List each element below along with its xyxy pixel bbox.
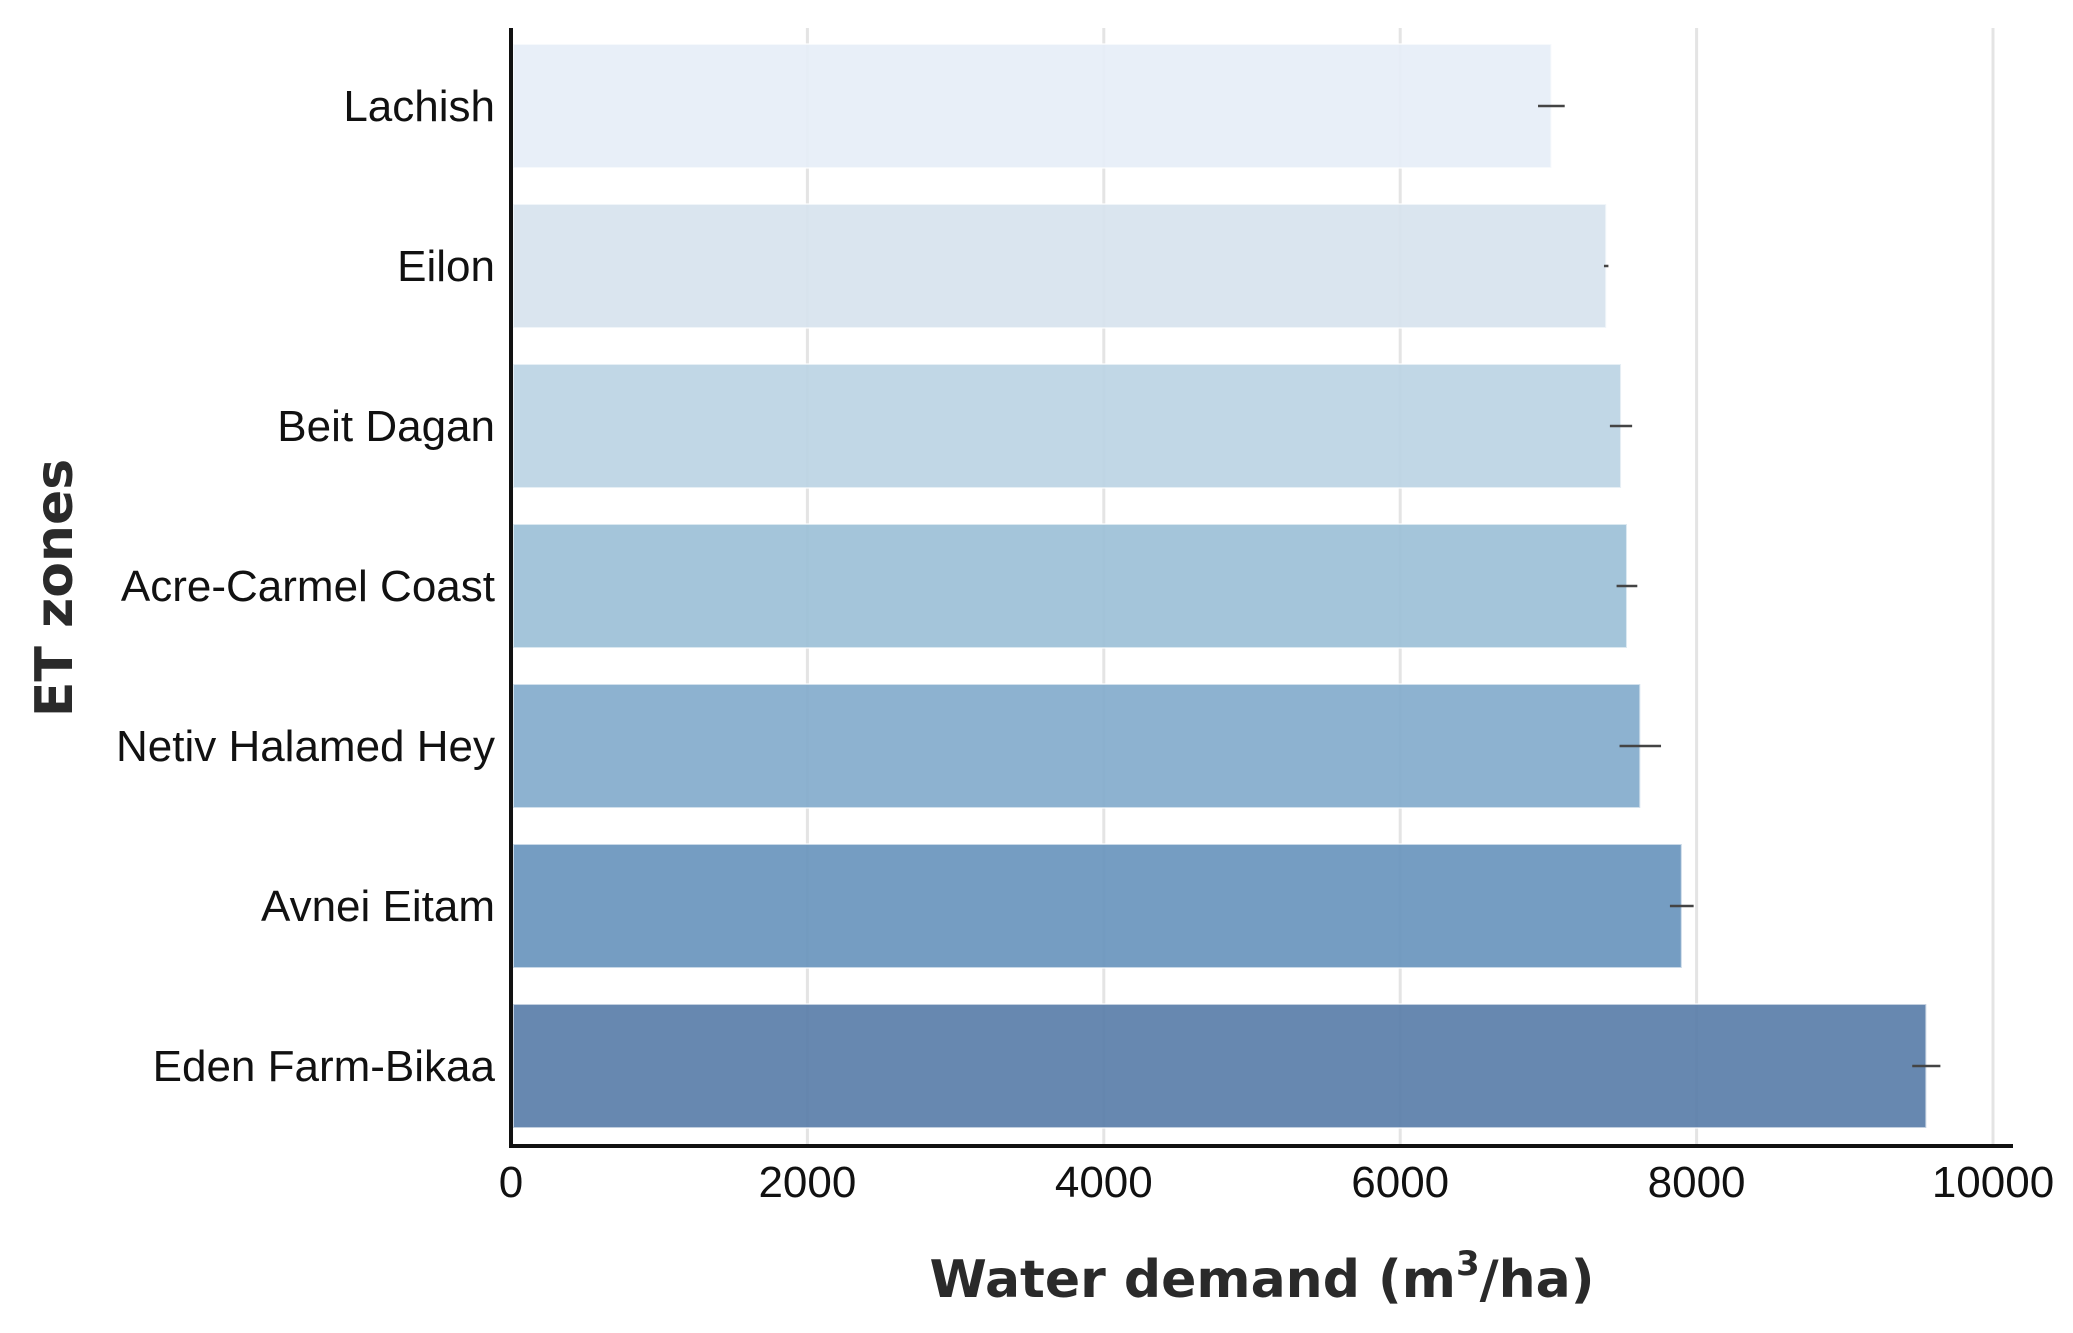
x-tick-label: 2000: [758, 1158, 856, 1207]
y-tick-label: Eden Farm-Bikaa: [153, 1042, 496, 1091]
y-tick-label: Beit Dagan: [277, 402, 495, 451]
y-tick-labels: Lachish Eilon Beit Dagan Acre-Carmel Coast N…: [116, 82, 496, 1091]
x-tick-label: 0: [499, 1158, 523, 1207]
y-axis-title: ET zones: [25, 459, 85, 717]
x-tick-label: 8000: [1648, 1158, 1746, 1207]
bar: [512, 523, 1628, 649]
bar: [512, 1003, 1928, 1129]
x-tick-label: 6000: [1351, 1158, 1449, 1207]
error-bars: [1538, 104, 1941, 1068]
x-axis-title: Water demand (m3/ha): [929, 1244, 1594, 1310]
y-tick-label: Lachish: [343, 82, 495, 131]
x-tick-labels: 0 2000 4000 6000 8000 10000: [499, 1158, 2054, 1207]
bar: [512, 683, 1642, 809]
y-tick-label: Eilon: [397, 242, 495, 291]
y-tick-label: Netiv Halamed Hey: [116, 722, 495, 771]
bars: [512, 43, 1928, 1129]
bar: [512, 363, 1623, 489]
y-tick-label: Avnei Eitam: [261, 882, 495, 931]
y-tick-label: Acre-Carmel Coast: [121, 562, 495, 611]
bar: [512, 203, 1608, 329]
x-tick-label: 4000: [1055, 1158, 1153, 1207]
bar: [512, 843, 1683, 969]
bar: [512, 43, 1553, 169]
x-tick-label: 10000: [1932, 1158, 2054, 1207]
